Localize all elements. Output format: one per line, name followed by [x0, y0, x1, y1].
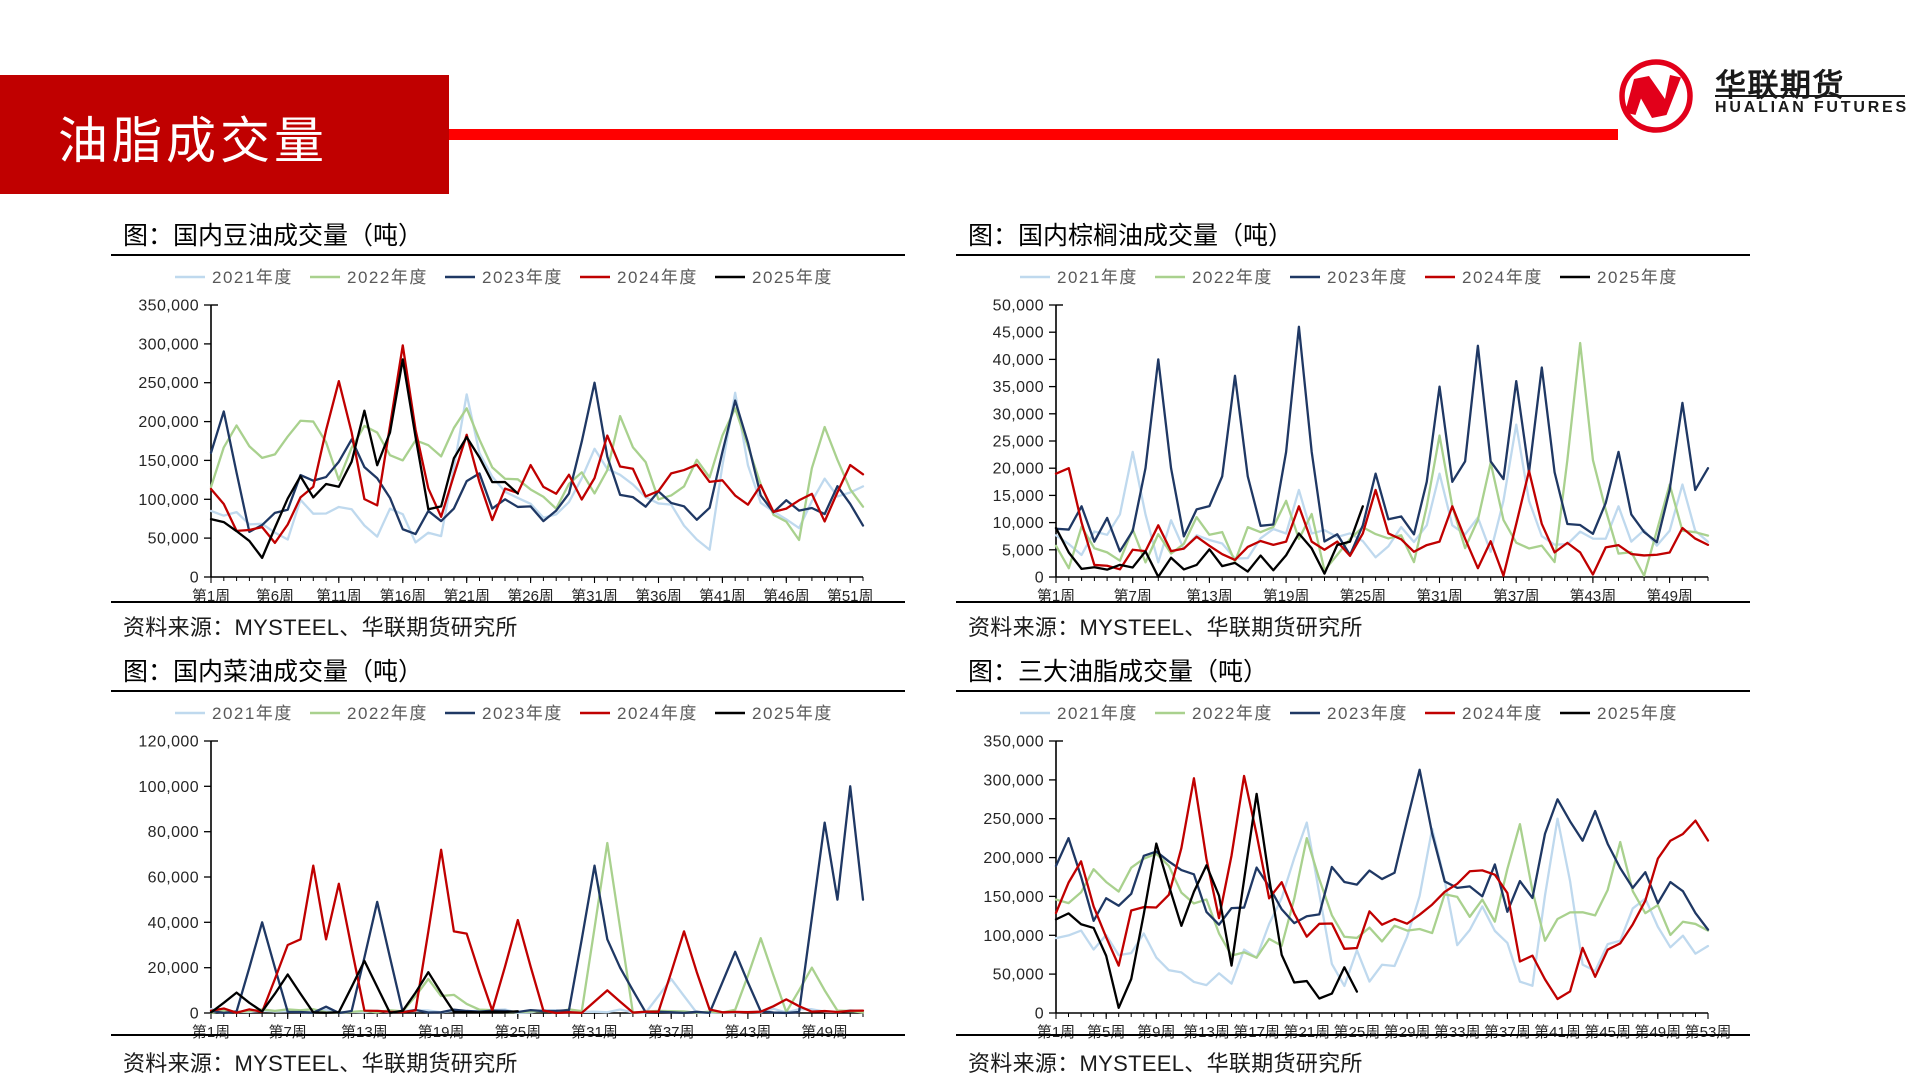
- svg-text:第37周: 第37周: [1484, 1023, 1531, 1041]
- svg-text:0: 0: [190, 570, 199, 587]
- svg-text:120,000: 120,000: [138, 734, 199, 751]
- svg-text:2024年度: 2024年度: [617, 704, 698, 723]
- svg-text:50,000: 50,000: [993, 298, 1044, 315]
- svg-text:100,000: 100,000: [983, 928, 1044, 945]
- svg-text:0: 0: [190, 1006, 199, 1023]
- svg-text:2023年度: 2023年度: [1327, 704, 1408, 723]
- svg-text:2021年度: 2021年度: [212, 268, 293, 287]
- svg-text:第5周: 第5周: [1087, 1023, 1125, 1041]
- svg-text:2024年度: 2024年度: [1462, 704, 1543, 723]
- svg-text:2021年度: 2021年度: [212, 704, 293, 723]
- svg-text:60,000: 60,000: [148, 870, 199, 887]
- svg-text:第37周: 第37周: [648, 1023, 695, 1041]
- svg-text:第53周: 第53周: [1685, 1023, 1732, 1041]
- svg-text:80,000: 80,000: [148, 824, 199, 841]
- svg-text:2023年度: 2023年度: [1327, 268, 1408, 287]
- svg-text:第31周: 第31周: [571, 1023, 618, 1041]
- svg-text:2025年度: 2025年度: [752, 268, 833, 287]
- svg-text:第43周: 第43周: [725, 1023, 772, 1041]
- svg-text:200,000: 200,000: [138, 414, 199, 431]
- svg-text:第13周: 第13周: [1183, 1023, 1230, 1041]
- svg-text:150,000: 150,000: [983, 889, 1044, 906]
- svg-text:35,000: 35,000: [993, 379, 1044, 396]
- svg-text:第1周: 第1周: [1037, 1023, 1075, 1041]
- svg-text:150,000: 150,000: [138, 453, 199, 470]
- svg-text:2021年度: 2021年度: [1057, 268, 1138, 287]
- svg-text:10,000: 10,000: [993, 515, 1044, 532]
- svg-text:40,000: 40,000: [993, 352, 1044, 369]
- svg-text:2025年度: 2025年度: [1597, 268, 1678, 287]
- svg-text:第7周: 第7周: [269, 1023, 307, 1041]
- svg-text:2022年度: 2022年度: [347, 704, 428, 723]
- svg-text:第1周: 第1周: [192, 1023, 230, 1041]
- svg-text:50,000: 50,000: [148, 531, 199, 548]
- svg-text:第25周: 第25周: [1334, 1023, 1381, 1041]
- svg-text:2022年度: 2022年度: [1192, 704, 1273, 723]
- svg-text:350,000: 350,000: [983, 734, 1044, 751]
- svg-text:25,000: 25,000: [993, 434, 1044, 451]
- svg-text:300,000: 300,000: [983, 772, 1044, 789]
- svg-text:第25周: 第25周: [494, 1023, 541, 1041]
- svg-text:2024年度: 2024年度: [617, 268, 698, 287]
- svg-text:5,000: 5,000: [1002, 542, 1044, 559]
- svg-text:40,000: 40,000: [148, 915, 199, 932]
- svg-text:2022年度: 2022年度: [347, 268, 428, 287]
- svg-text:100,000: 100,000: [138, 492, 199, 509]
- svg-text:20,000: 20,000: [148, 960, 199, 977]
- svg-text:第29周: 第29周: [1384, 1023, 1431, 1041]
- svg-text:30,000: 30,000: [993, 406, 1044, 423]
- svg-text:第41周: 第41周: [1534, 1023, 1581, 1041]
- svg-text:第21周: 第21周: [1283, 1023, 1330, 1041]
- svg-text:0: 0: [1035, 1006, 1044, 1023]
- svg-text:250,000: 250,000: [983, 811, 1044, 828]
- svg-text:300,000: 300,000: [138, 336, 199, 353]
- svg-text:2021年度: 2021年度: [1057, 704, 1138, 723]
- svg-text:45,000: 45,000: [993, 325, 1044, 342]
- svg-text:0: 0: [1035, 570, 1044, 587]
- svg-text:50,000: 50,000: [993, 967, 1044, 984]
- svg-text:第9周: 第9周: [1137, 1023, 1175, 1041]
- svg-text:第49周: 第49周: [801, 1023, 848, 1041]
- svg-text:2025年度: 2025年度: [1597, 704, 1678, 723]
- svg-text:2025年度: 2025年度: [752, 704, 833, 723]
- svg-text:第17周: 第17周: [1233, 1023, 1280, 1041]
- svg-text:250,000: 250,000: [138, 375, 199, 392]
- svg-text:350,000: 350,000: [138, 298, 199, 315]
- svg-text:第49周: 第49周: [1634, 1023, 1681, 1041]
- svg-text:20,000: 20,000: [993, 461, 1044, 478]
- svg-text:2022年度: 2022年度: [1192, 268, 1273, 287]
- svg-text:第13周: 第13周: [341, 1023, 388, 1041]
- svg-text:2023年度: 2023年度: [482, 704, 563, 723]
- svg-text:第45周: 第45周: [1584, 1023, 1631, 1041]
- svg-text:2023年度: 2023年度: [482, 268, 563, 287]
- svg-text:第19周: 第19周: [418, 1023, 465, 1041]
- svg-text:100,000: 100,000: [138, 779, 199, 796]
- svg-text:15,000: 15,000: [993, 488, 1044, 505]
- svg-text:2024年度: 2024年度: [1462, 268, 1543, 287]
- svg-text:第33周: 第33周: [1434, 1023, 1481, 1041]
- svg-text:200,000: 200,000: [983, 850, 1044, 867]
